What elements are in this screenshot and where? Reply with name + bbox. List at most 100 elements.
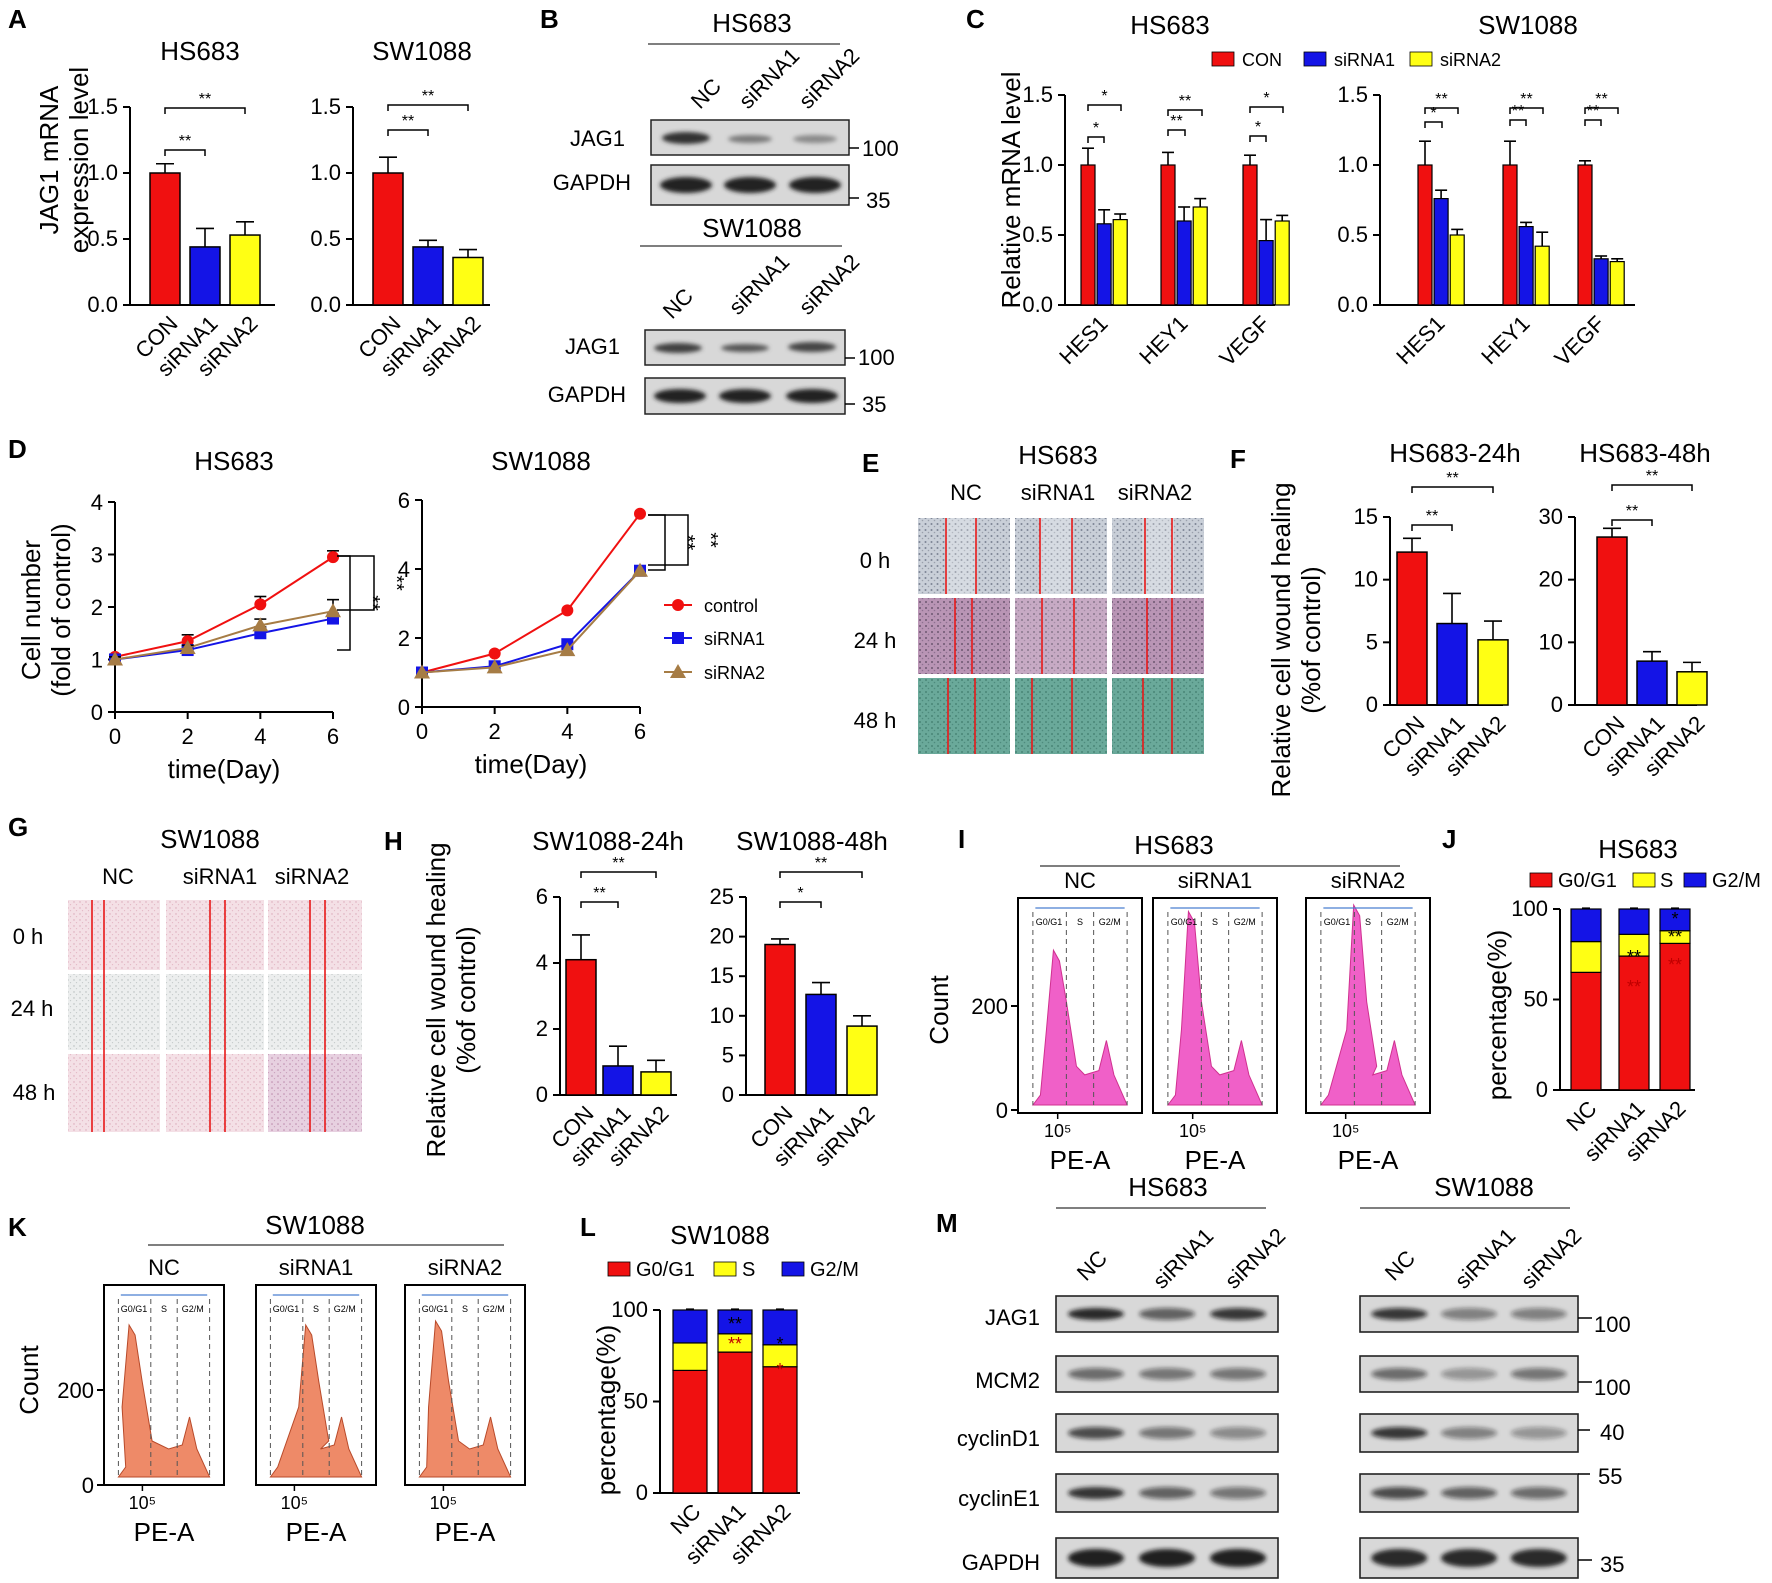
x-tick-label: 2 (182, 724, 194, 749)
x-tick-label: 0 (416, 719, 428, 744)
histo-title-sirna2: siRNA2 (1331, 868, 1406, 893)
y-tick-label: 1.0 (1337, 152, 1368, 177)
gate-label: S (1077, 917, 1083, 927)
band (1067, 1308, 1124, 1320)
band (1371, 1308, 1428, 1320)
bar-hey1-con (1160, 164, 1176, 306)
blot-bands (1371, 1549, 1567, 1567)
bar-sirna1-g2m (1618, 908, 1650, 935)
gate-label: S (313, 1304, 319, 1314)
ylabel-d-line1: Cell number (16, 540, 46, 681)
row-24h: 24 h (854, 628, 897, 653)
x-tick-label-group: HEY1 (1476, 311, 1534, 369)
chart-title: SW1088 (491, 446, 591, 476)
y-tick-label: 2 (398, 626, 410, 651)
lane-sirna1: siRNA1 (724, 249, 794, 319)
bar-hey1-sirna1 (1176, 220, 1192, 306)
bar-sirna1 (412, 246, 444, 306)
bar-sirna1-g0g1 (717, 1351, 753, 1494)
blots-m (1055, 1295, 1579, 1579)
blot-label-gapdh: GAPDH (553, 170, 631, 195)
blot-bands (1371, 1487, 1567, 1499)
sig-label: ** (1646, 468, 1658, 485)
legend-j: G0/G1 S G2/M (1529, 870, 1761, 892)
point (488, 647, 501, 660)
point (486, 659, 503, 674)
panel-g: SW1088 NC siRNA1 siRNA2 0 h 24 h 48 h (11, 824, 362, 1132)
bar-con (1396, 551, 1428, 706)
legend-g2m: G2/M (1712, 870, 1761, 892)
y-tick-label: 0.0 (310, 292, 341, 317)
chart-title: SW1088-24h (532, 826, 684, 856)
bar-vegf-con (1242, 164, 1258, 306)
col-sirna2: siRNA2 (275, 864, 350, 889)
sig-label: ** (1627, 947, 1641, 967)
band (1210, 1427, 1267, 1439)
x-tick-label: HES1 (1391, 311, 1449, 369)
x-tick-label: VEGF (1549, 311, 1609, 371)
x-tick-label: 6 (327, 724, 339, 749)
bar-vegf-con (1577, 164, 1593, 306)
sig-label: ** (422, 88, 434, 105)
lane-nc: NC (658, 283, 698, 323)
band (1510, 1487, 1567, 1499)
panel-i: HS683 Count NC G0/G1 S G2/M 10⁵ PE-A siRNA1 G0/… (924, 830, 1431, 1175)
sig-label: * (1671, 909, 1678, 929)
line-control (421, 513, 641, 674)
bar-nc-g2m (1570, 908, 1602, 943)
x-axis-label: PE-A (1050, 1145, 1111, 1175)
blot-label-jag1: JAG1 (565, 334, 620, 359)
sig-label-group: ** (676, 535, 698, 551)
bar-sirna2-g2m (762, 1309, 798, 1346)
band (1441, 1487, 1497, 1499)
mw-35-m: 35 (1600, 1552, 1624, 1577)
chart-title: HS683 (1598, 834, 1678, 864)
x-tick-label: VEGF (1214, 311, 1274, 371)
x-tick-label: 2 (489, 719, 501, 744)
blot-m-title-hs683: HS683 (1128, 1172, 1208, 1202)
sig-label: ** (1170, 113, 1182, 130)
sig-label: ** (699, 532, 721, 548)
y-tick-label: 20 (710, 924, 734, 949)
x-axis-label: PE-A (286, 1517, 347, 1547)
sig-bracket (1584, 119, 1602, 126)
band (1139, 1308, 1195, 1320)
chart-title: HS683 (160, 36, 240, 66)
y-tick-label: 25 (710, 884, 734, 909)
panel-b: HS683 NC siRNA1 siRNA2 JAG1 100 GAPDH 35… (548, 8, 899, 417)
blot-bands (1067, 1427, 1267, 1439)
y-tick-label: 50 (1524, 987, 1548, 1012)
line-sirna2 (114, 610, 334, 661)
lane-nc: NC (1072, 1245, 1112, 1285)
chart-title: SW1088 (670, 1220, 770, 1250)
y-tick-label: 0.5 (310, 226, 341, 251)
ylabel-a-line2: expression level (64, 67, 94, 253)
y-tick-label: 10 (1539, 629, 1563, 654)
blot-bands (1371, 1427, 1567, 1439)
sig-bracket (387, 104, 469, 111)
lane-sirna1: siRNA1 (1450, 1223, 1520, 1293)
band (1210, 1549, 1267, 1567)
histo-title-sirna2: siRNA2 (428, 1255, 503, 1280)
bar-sirna2 (1676, 671, 1708, 706)
x-tick-label: HEY1 (1134, 311, 1192, 369)
y-tick-label: 4 (91, 490, 103, 515)
blot-bands (1067, 1368, 1267, 1380)
y-tick-label: 0 (1536, 1077, 1548, 1102)
band (1210, 1487, 1267, 1499)
y-tick-label: 2 (91, 595, 103, 620)
legend-sirna1: siRNA1 (704, 629, 765, 649)
y-tick-label: 0 (1366, 692, 1378, 717)
ylabel-j: percentage(%) (1482, 930, 1512, 1101)
sig-bracket (164, 149, 206, 156)
y-tick-label: 0 (82, 1473, 94, 1498)
x-axis-label: PE-A (1338, 1145, 1399, 1175)
panel-label-h: H (384, 826, 403, 856)
blot-bands (1067, 1308, 1267, 1320)
sig-bracket (1509, 107, 1544, 114)
bar-sirna1 (805, 993, 837, 1096)
y-tick-label: 4 (536, 950, 548, 975)
